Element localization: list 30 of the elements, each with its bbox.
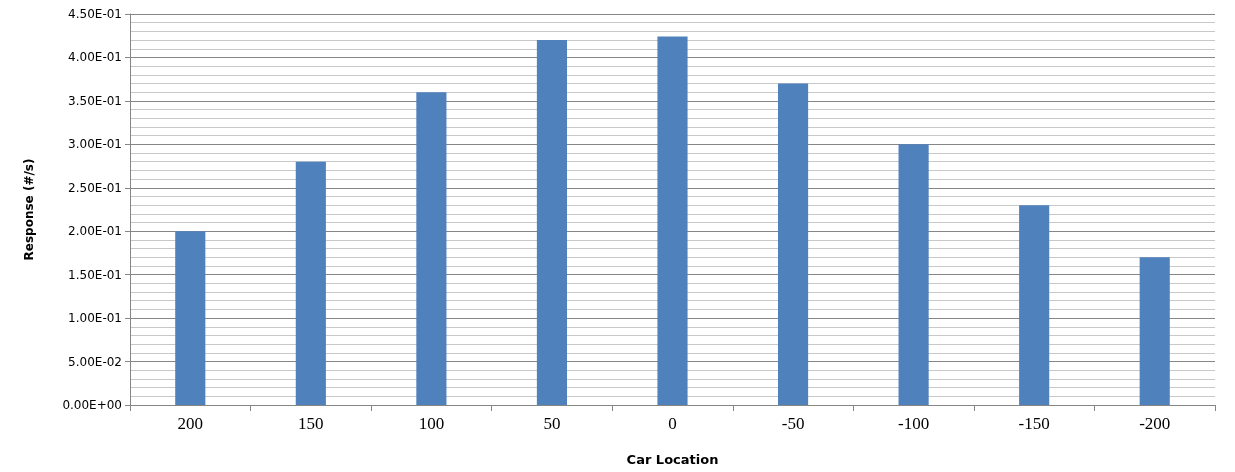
y-tick-label: 1.00E-01: [68, 311, 122, 326]
y-tick-label: 4.50E-01: [68, 7, 122, 21]
x-tick-label: -150: [1018, 414, 1050, 433]
y-tick-label: 5.00E-02: [68, 354, 122, 369]
bar: [416, 92, 447, 405]
bar: [536, 40, 568, 405]
x-tick-label: 150: [298, 414, 324, 433]
x-tick-label: -200: [1139, 414, 1171, 433]
y-tick-label: 2.00E-01: [68, 224, 122, 239]
x-axis-title: Car Location: [626, 452, 719, 467]
bar: [657, 36, 688, 405]
y-axis-title: Response (#/s): [22, 158, 36, 261]
bar: [777, 83, 809, 405]
x-tick-label: 100: [418, 414, 445, 433]
x-tick-label: 200: [177, 414, 204, 433]
bar: [175, 231, 206, 405]
y-tick-label: 4.00E-01: [68, 50, 122, 65]
bar: [1139, 257, 1170, 405]
y-tick-label: 3.00E-01: [68, 137, 122, 152]
y-tick-label: 0.00E+00: [62, 398, 122, 412]
x-tick-label: 50: [543, 414, 561, 433]
y-tick-label: 2.50E-01: [68, 180, 122, 195]
x-tick-label: -100: [898, 414, 930, 433]
bar: [1019, 205, 1050, 405]
x-tick-label: -50: [781, 414, 805, 433]
y-tick-label: 1.50E-01: [68, 267, 122, 282]
bar: [295, 161, 326, 405]
x-tick-label: 0: [668, 414, 677, 433]
y-tick-label: 3.50E-01: [68, 93, 122, 108]
bar: [898, 144, 929, 405]
